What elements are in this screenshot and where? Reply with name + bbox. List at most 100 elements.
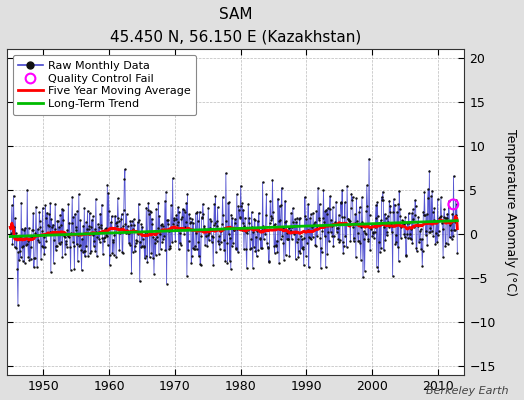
Point <box>402 230 411 237</box>
Point <box>59 217 68 223</box>
Point <box>347 205 355 211</box>
Point <box>30 255 39 262</box>
Point <box>238 200 246 206</box>
Point <box>81 253 89 259</box>
Point <box>312 208 321 214</box>
Point <box>326 229 335 235</box>
Point <box>284 236 292 242</box>
Point <box>400 234 409 241</box>
Point <box>444 241 452 247</box>
Point <box>177 216 185 222</box>
Point <box>112 220 120 226</box>
Point <box>160 227 168 233</box>
Point <box>144 199 152 206</box>
Point <box>6 224 15 230</box>
Point <box>10 224 18 230</box>
Point <box>373 263 381 270</box>
Point <box>99 251 107 258</box>
Point <box>27 244 35 251</box>
Point <box>291 256 300 262</box>
Point <box>187 260 195 266</box>
Point <box>351 211 359 217</box>
Point <box>275 260 283 266</box>
Point <box>9 228 17 234</box>
Point <box>82 243 91 250</box>
Point <box>422 232 430 238</box>
Point <box>68 220 76 226</box>
Point <box>237 227 246 233</box>
Point <box>225 257 234 264</box>
Point <box>430 217 438 224</box>
Point <box>104 242 112 248</box>
Point <box>109 239 117 246</box>
Point <box>331 221 340 227</box>
Point <box>39 244 47 250</box>
Point <box>124 230 133 236</box>
Point <box>98 235 106 241</box>
Point <box>424 186 432 192</box>
Point <box>256 235 264 241</box>
Point <box>375 220 384 226</box>
Point <box>162 188 170 195</box>
Text: Berkeley Earth: Berkeley Earth <box>426 386 508 396</box>
Point <box>245 220 253 226</box>
Point <box>411 203 420 210</box>
Point <box>405 220 413 226</box>
Point <box>301 194 309 200</box>
Point <box>229 240 237 246</box>
Point <box>324 205 332 211</box>
Point <box>296 214 304 221</box>
Point <box>113 219 121 225</box>
Point <box>78 267 86 273</box>
Point <box>164 217 172 223</box>
Point <box>291 216 299 222</box>
Point <box>396 213 405 219</box>
Point <box>286 228 294 234</box>
Point <box>42 215 50 221</box>
Point <box>134 231 142 237</box>
Point <box>83 208 92 214</box>
Point <box>313 233 321 239</box>
Point <box>292 238 301 245</box>
Point <box>57 239 65 245</box>
Point <box>293 215 301 222</box>
Point <box>224 200 232 206</box>
Point <box>60 233 68 239</box>
Point <box>452 212 461 218</box>
Point <box>166 243 174 249</box>
Point <box>15 257 23 263</box>
Point <box>279 225 287 231</box>
Point <box>94 236 103 242</box>
Point <box>33 264 41 270</box>
Point <box>403 220 412 226</box>
Point <box>178 214 186 220</box>
Point <box>199 201 207 207</box>
Point <box>62 241 70 247</box>
Point <box>116 225 125 232</box>
Point <box>201 228 210 234</box>
Point <box>335 239 344 245</box>
Point <box>356 240 365 246</box>
Point <box>21 242 30 248</box>
Point <box>250 217 259 223</box>
Point <box>316 234 324 241</box>
Point <box>167 202 175 208</box>
Point <box>62 244 71 250</box>
Point <box>318 249 326 255</box>
Point <box>412 244 420 251</box>
Point <box>161 246 170 253</box>
Point <box>203 243 211 250</box>
Point <box>268 215 276 222</box>
Point <box>370 235 378 241</box>
Point <box>225 199 233 205</box>
Point <box>376 249 384 256</box>
Point <box>129 216 138 222</box>
Point <box>16 248 24 254</box>
Point <box>105 262 114 268</box>
Point <box>305 234 313 240</box>
Point <box>266 220 274 226</box>
Point <box>107 224 115 231</box>
Point <box>360 236 368 243</box>
Point <box>117 211 126 217</box>
Point <box>294 254 302 260</box>
